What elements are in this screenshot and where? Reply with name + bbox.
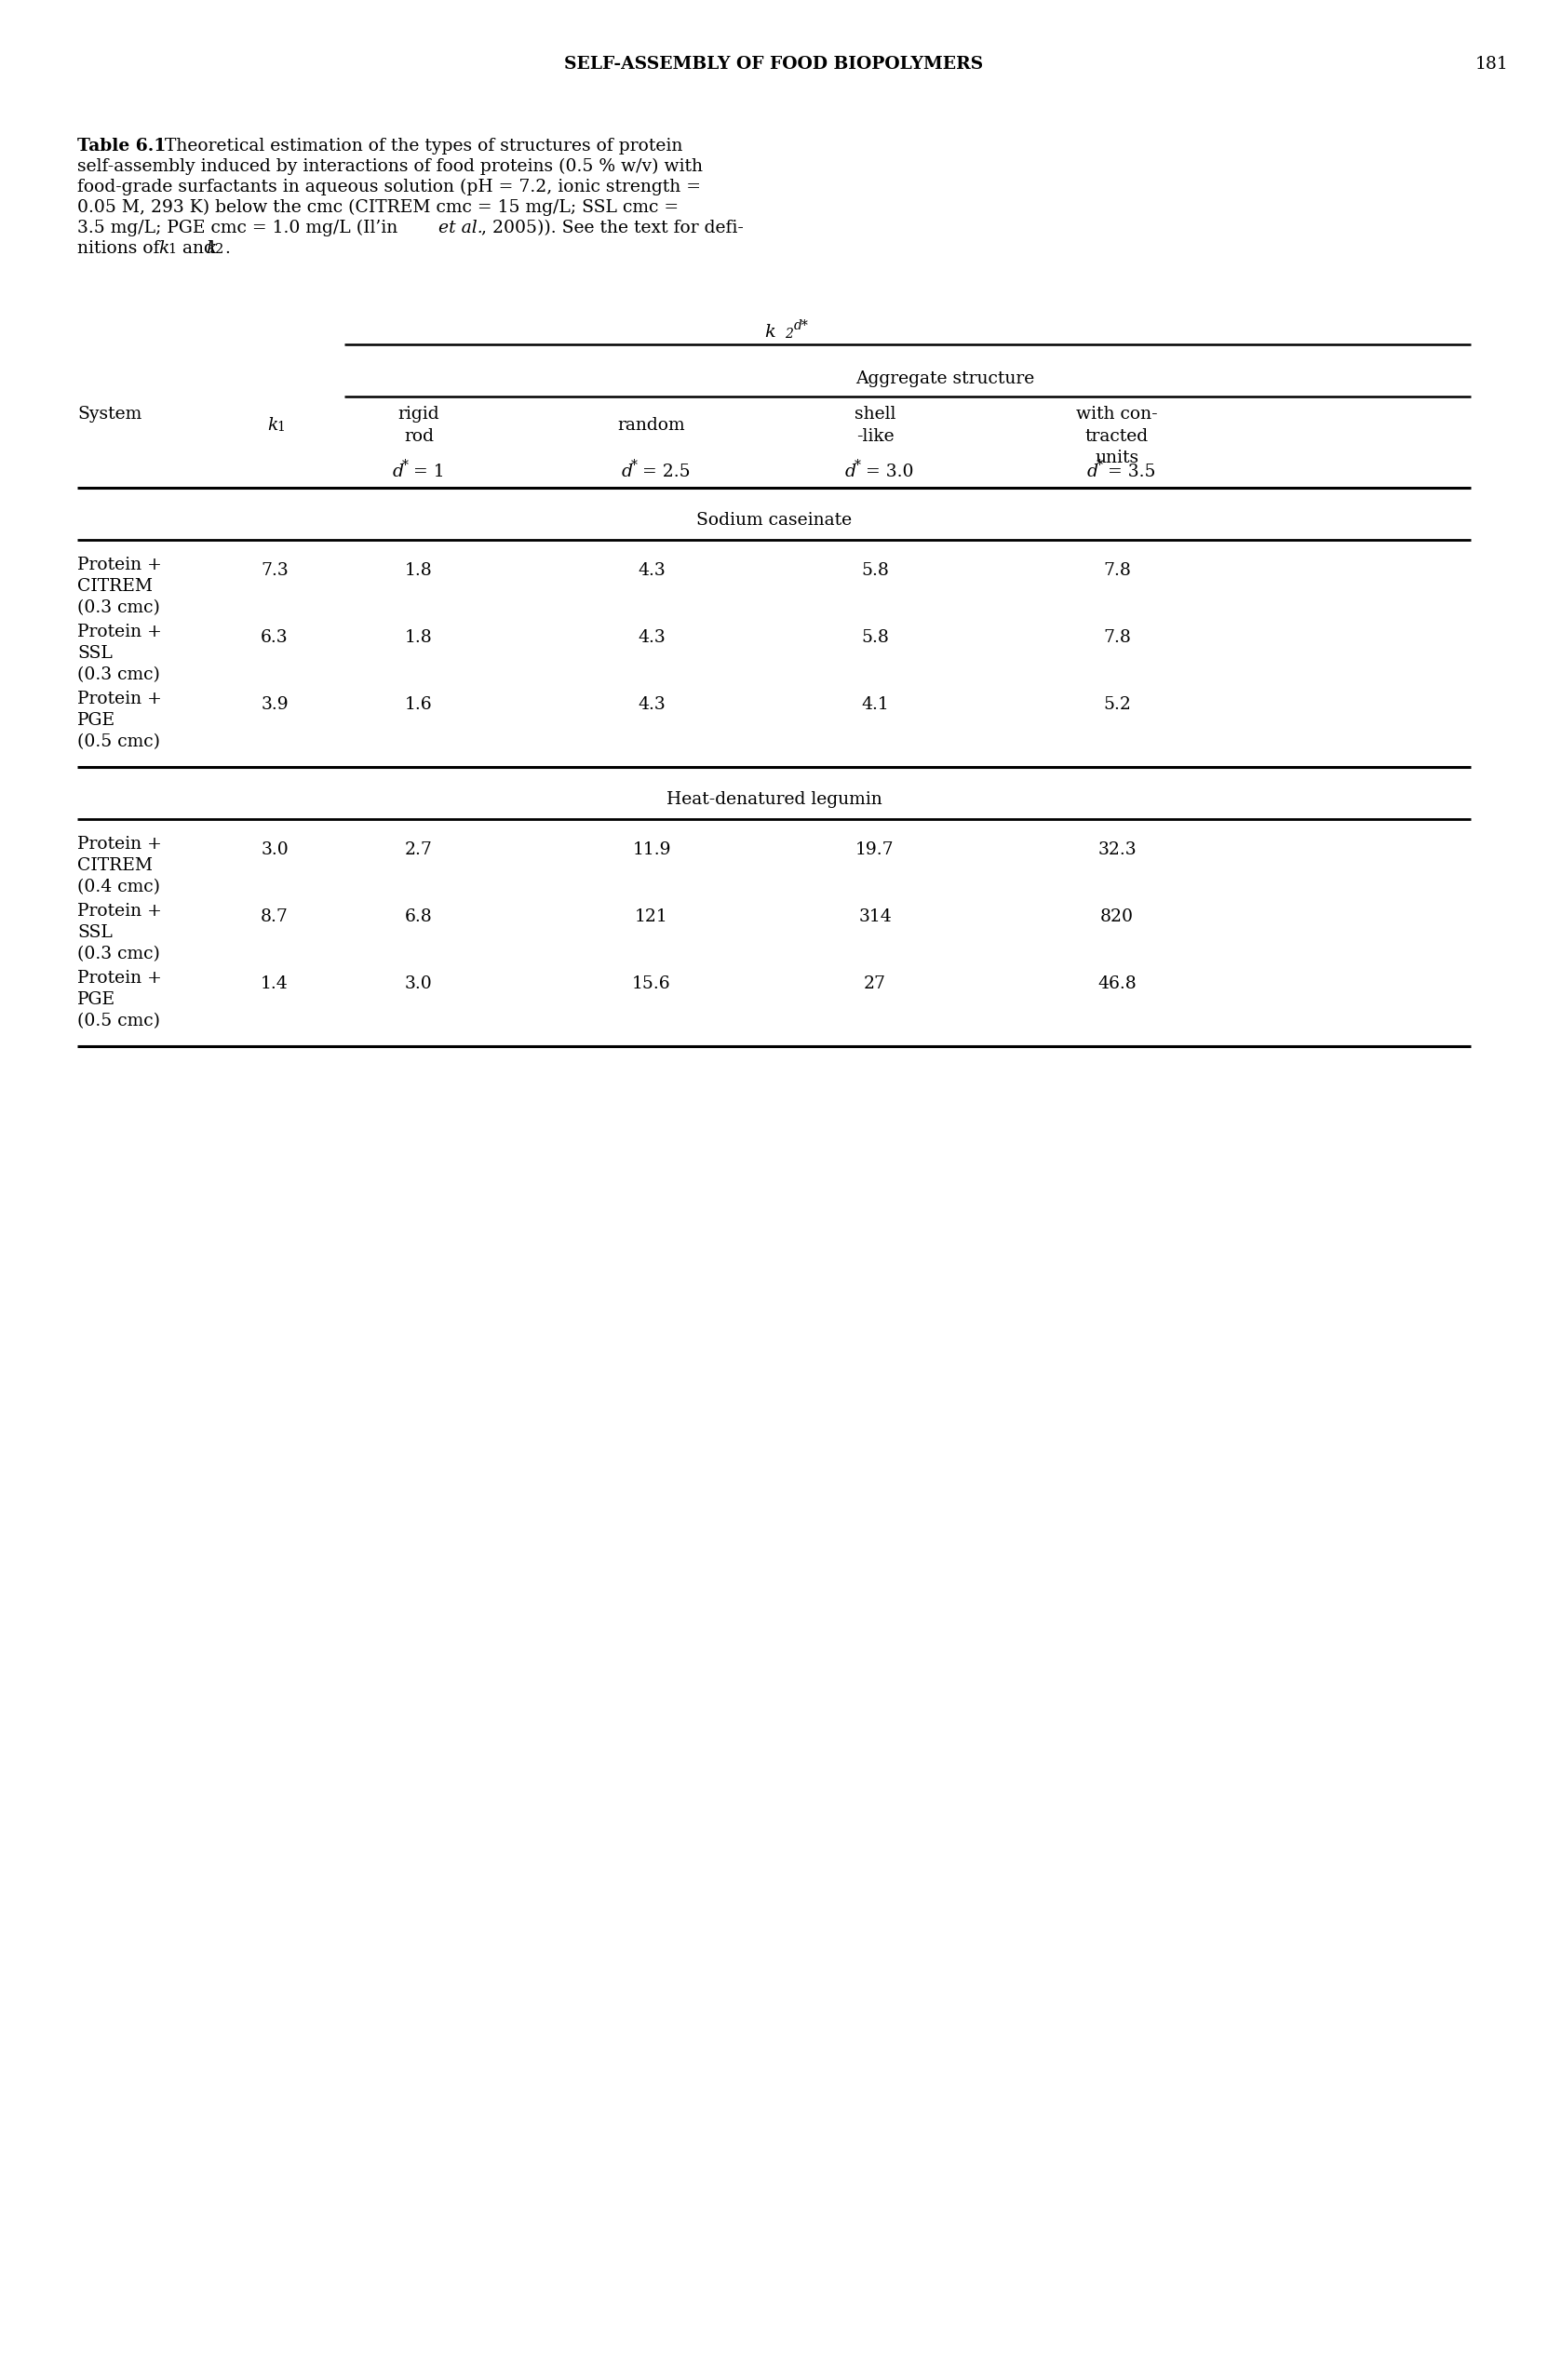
- Text: System: System: [77, 407, 142, 424]
- Text: 2: 2: [785, 328, 793, 340]
- Text: k: k: [206, 240, 217, 257]
- Text: 5.8: 5.8: [861, 628, 889, 645]
- Text: k: k: [268, 416, 277, 433]
- Text: 3.5 mg/L; PGE cmc = 1.0 mg/L (Il’in: 3.5 mg/L; PGE cmc = 1.0 mg/L (Il’in: [77, 219, 404, 236]
- Text: et al.: et al.: [438, 219, 483, 236]
- Text: 8.7: 8.7: [260, 909, 288, 926]
- Text: 11.9: 11.9: [632, 843, 670, 859]
- Text: 121: 121: [635, 909, 669, 926]
- Text: *: *: [402, 459, 409, 471]
- Text: 314: 314: [858, 909, 892, 926]
- Text: 3.0: 3.0: [406, 976, 433, 992]
- Text: .: .: [224, 240, 229, 257]
- Text: 5.2: 5.2: [1104, 697, 1132, 714]
- Text: Aggregate structure: Aggregate structure: [856, 371, 1034, 388]
- Text: Theoretical estimation of the types of structures of protein: Theoretical estimation of the types of s…: [159, 138, 683, 155]
- Text: *: *: [632, 459, 638, 471]
- Text: 4.3: 4.3: [638, 562, 666, 578]
- Text: 5.8: 5.8: [861, 562, 889, 578]
- Text: 7.3: 7.3: [260, 562, 288, 578]
- Text: Protein +
SSL
(0.3 cmc): Protein + SSL (0.3 cmc): [77, 902, 163, 962]
- Text: = 1: = 1: [407, 464, 444, 481]
- Text: Protein +
PGE
(0.5 cmc): Protein + PGE (0.5 cmc): [77, 690, 163, 750]
- Text: k: k: [765, 324, 776, 340]
- Text: Protein +
CITREM
(0.4 cmc): Protein + CITREM (0.4 cmc): [77, 835, 163, 895]
- Text: 7.8: 7.8: [1104, 628, 1132, 645]
- Text: Table 6.1: Table 6.1: [77, 138, 166, 155]
- Text: 46.8: 46.8: [1098, 976, 1136, 992]
- Text: 4.3: 4.3: [638, 628, 666, 645]
- Text: and: and: [176, 240, 220, 257]
- Text: 1.8: 1.8: [406, 628, 433, 645]
- Text: Sodium caseinate: Sodium caseinate: [697, 512, 851, 528]
- Text: 7.8: 7.8: [1104, 562, 1132, 578]
- Text: 19.7: 19.7: [856, 843, 895, 859]
- Text: d: d: [393, 464, 404, 481]
- Text: Protein +
SSL
(0.3 cmc): Protein + SSL (0.3 cmc): [77, 624, 163, 683]
- Text: Heat-denatured legumin: Heat-denatured legumin: [666, 790, 882, 807]
- Text: 27: 27: [864, 976, 885, 992]
- Text: 3.9: 3.9: [260, 697, 288, 714]
- Text: = 2.5: = 2.5: [636, 464, 690, 481]
- Text: shell
-like: shell -like: [854, 407, 896, 445]
- Text: 181: 181: [1475, 55, 1509, 74]
- Text: with con-
tracted
units: with con- tracted units: [1076, 407, 1158, 466]
- Text: 6.8: 6.8: [406, 909, 433, 926]
- Text: food-grade surfactants in aqueous solution (pH = 7.2, ionic strength =: food-grade surfactants in aqueous soluti…: [77, 178, 701, 195]
- Text: nitions of: nitions of: [77, 240, 166, 257]
- Text: 1.4: 1.4: [260, 976, 288, 992]
- Text: 4.3: 4.3: [638, 697, 666, 714]
- Text: d*: d*: [794, 319, 808, 333]
- Text: 2.7: 2.7: [406, 843, 433, 859]
- Text: 820: 820: [1101, 909, 1133, 926]
- Text: SELF-ASSEMBLY OF FOOD BIOPOLYMERS: SELF-ASSEMBLY OF FOOD BIOPOLYMERS: [563, 55, 983, 74]
- Text: = 3.0: = 3.0: [861, 464, 913, 481]
- Text: 4.1: 4.1: [861, 697, 889, 714]
- Text: 1.8: 1.8: [406, 562, 433, 578]
- Text: 2: 2: [215, 243, 223, 257]
- Text: 1: 1: [167, 243, 176, 257]
- Text: rigid
rod: rigid rod: [398, 407, 440, 445]
- Text: 3.0: 3.0: [260, 843, 288, 859]
- Text: d: d: [845, 464, 856, 481]
- Text: 6.3: 6.3: [260, 628, 288, 645]
- Text: Protein +
PGE
(0.5 cmc): Protein + PGE (0.5 cmc): [77, 971, 163, 1028]
- Text: *: *: [854, 459, 861, 471]
- Text: 15.6: 15.6: [632, 976, 670, 992]
- Text: 32.3: 32.3: [1098, 843, 1136, 859]
- Text: *: *: [1096, 459, 1104, 471]
- Text: random: random: [618, 416, 686, 433]
- Text: 1.6: 1.6: [406, 697, 433, 714]
- Text: self-assembly induced by interactions of food proteins (0.5 % w/v) with: self-assembly induced by interactions of…: [77, 157, 703, 176]
- Text: k: k: [158, 240, 169, 257]
- Text: d: d: [622, 464, 633, 481]
- Text: 0.05 M, 293 K) below the cmc (CITREM cmc = 15 mg/L; SSL cmc =: 0.05 M, 293 K) below the cmc (CITREM cmc…: [77, 200, 678, 217]
- Text: d: d: [1087, 464, 1099, 481]
- Text: , 2005)). See the text for defi-: , 2005)). See the text for defi-: [481, 219, 743, 236]
- Text: Protein +
CITREM
(0.3 cmc): Protein + CITREM (0.3 cmc): [77, 557, 163, 616]
- Text: = 3.5: = 3.5: [1102, 464, 1156, 481]
- Text: 1: 1: [277, 421, 285, 433]
